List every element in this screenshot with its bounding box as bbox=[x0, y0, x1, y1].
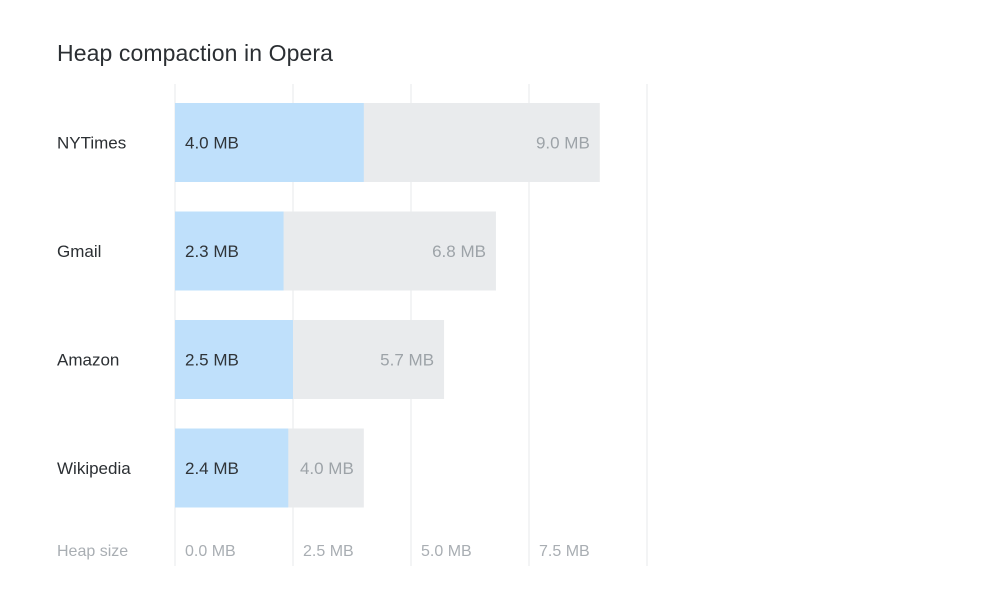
bar-before-wikipedia bbox=[270, 428, 364, 508]
bar-label-after-gmail: 2.3 MB bbox=[185, 242, 239, 261]
bar-before-amazon bbox=[275, 320, 445, 399]
bar-after-nytimes bbox=[175, 103, 364, 182]
bar-before-gmail bbox=[265, 211, 496, 291]
bar-label-after-amazon: 2.5 MB bbox=[185, 351, 239, 370]
bar-label-after-wikipedia: 2.4 MB bbox=[185, 459, 239, 478]
x-tick-label-2: 5.0 MB bbox=[421, 543, 472, 560]
x-axis: Heap size 0.0 MB 2.5 MB 5.0 MB 7.5 MB bbox=[57, 543, 590, 560]
bar-label-before-amazon: 5.7 MB bbox=[380, 351, 434, 370]
chart-title: Heap compaction in Opera bbox=[57, 40, 333, 66]
x-tick-label-3: 7.5 MB bbox=[539, 543, 590, 560]
bar-before-nytimes bbox=[345, 103, 600, 182]
x-tick-label-1: 2.5 MB bbox=[303, 543, 354, 560]
bars: 4.0 MB 9.0 MB 2.3 MB 6.8 MB 2.5 MB 5.7 MB 2.4 … bbox=[175, 103, 600, 508]
category-label-gmail: Gmail bbox=[57, 242, 101, 261]
bar-after-wikipedia bbox=[175, 428, 289, 508]
bar-after-gmail bbox=[175, 211, 284, 291]
bar-label-before-nytimes: 9.0 MB bbox=[536, 134, 590, 153]
x-axis-label: Heap size bbox=[57, 543, 128, 560]
category-label-wikipedia: Wikipedia bbox=[57, 459, 131, 478]
x-tick-label-0: 0.0 MB bbox=[185, 543, 236, 560]
category-labels: NYTimes Gmail Amazon Wikipedia bbox=[57, 134, 131, 479]
category-label-amazon: Amazon bbox=[57, 351, 119, 370]
bar-label-before-wikipedia: 4.0 MB bbox=[300, 459, 354, 478]
bar-label-after-nytimes: 4.0 MB bbox=[185, 134, 239, 153]
category-label-nytimes: NYTimes bbox=[57, 134, 126, 153]
bar-label-before-gmail: 6.8 MB bbox=[432, 242, 486, 261]
bar-after-amazon bbox=[175, 320, 293, 399]
